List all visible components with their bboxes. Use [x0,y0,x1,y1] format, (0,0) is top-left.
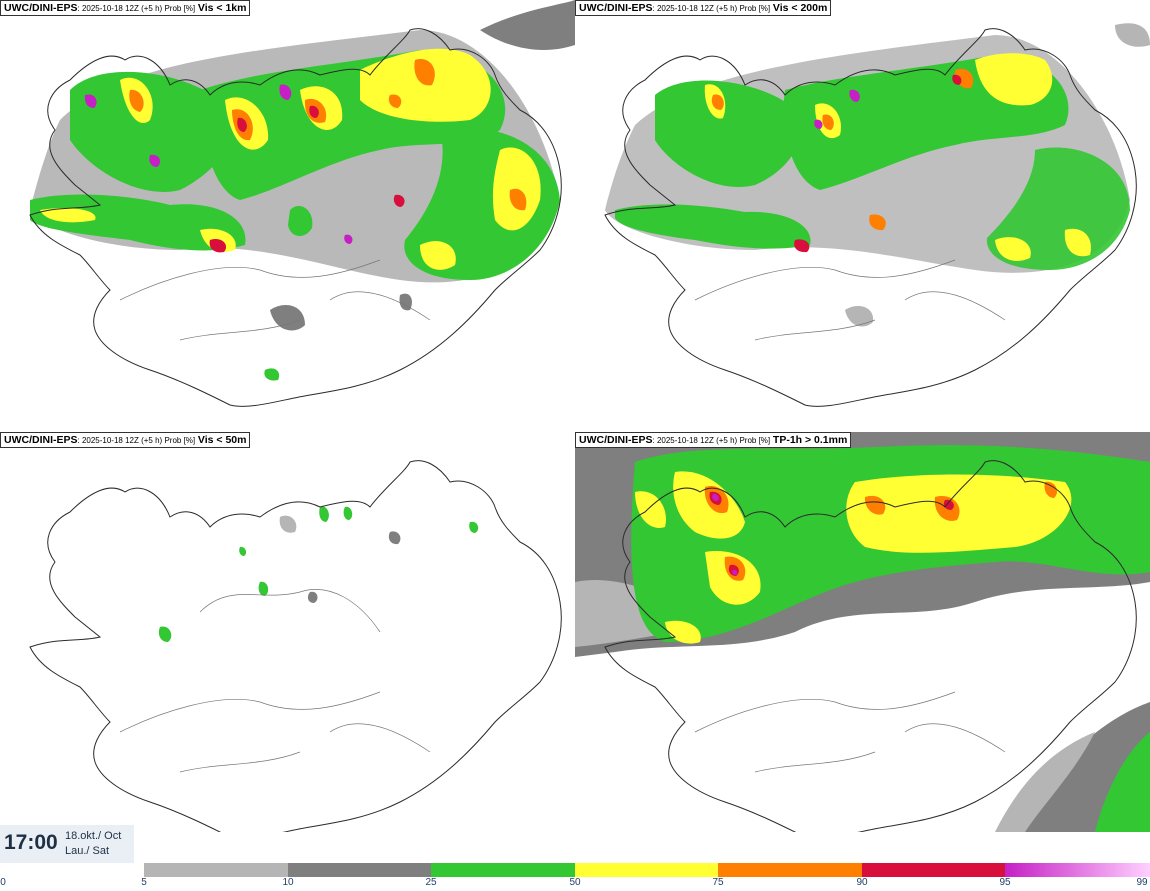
map-panel-tp-1h: UWC/DINI-EPS: 2025-10-18 12Z (+5 h) Prob… [575,432,1150,862]
colorbar-segment-50-75 [575,863,718,877]
valid-time-clock: 17:00 [4,831,58,854]
colorbar-segment-25-50 [431,863,575,877]
valid-date: 18.okt./ Oct [65,830,122,842]
colorbar-segment-90-95 [862,863,1005,877]
colorbar-tick: 95 [999,877,1011,888]
valid-weekday: Lau./ Sat [65,845,110,857]
probability-colorbar [144,863,1150,877]
map-panel-vis-1km: UWC/DINI-EPS: 2025-10-18 12Z (+5 h) Prob… [0,0,575,430]
colorbar-tick: 25 [425,877,437,888]
colorbar-tick: 5 [141,877,147,888]
colorbar-segment-75-90 [718,863,862,877]
colorbar-tick: 90 [856,877,868,888]
probability-map [575,432,1150,832]
panel-title: UWC/DINI-EPS: 2025-10-18 12Z (+5 h) Prob… [0,432,251,448]
panel-title: UWC/DINI-EPS: 2025-10-18 12Z (+5 h) Prob… [575,0,832,16]
colorbar-tick: 10 [282,877,294,888]
colorbar-segment-5-10 [144,863,288,877]
map-panel-vis-50m: UWC/DINI-EPS: 2025-10-18 12Z (+5 h) Prob… [0,432,575,862]
colorbar-tick: 50 [569,877,581,888]
colorbar-tick: 75 [712,877,724,888]
colorbar-tick: 0 [0,877,6,888]
colorbar-segment-95-99 [1005,863,1150,877]
panel-title: UWC/DINI-EPS: 2025-10-18 12Z (+5 h) Prob… [575,432,852,448]
probability-map [604,23,1150,407]
probability-map [29,460,562,832]
colorbar-tick: 99 [1136,877,1148,888]
probability-map [29,0,575,407]
panel-title: UWC/DINI-EPS: 2025-10-18 12Z (+5 h) Prob… [0,0,251,16]
colorbar-segment-10-25 [288,863,431,877]
map-panel-vis-200m: UWC/DINI-EPS: 2025-10-18 12Z (+5 h) Prob… [575,0,1150,430]
valid-time-box: 17:00 18.okt./ Oct Lau./ Sat [0,825,134,863]
